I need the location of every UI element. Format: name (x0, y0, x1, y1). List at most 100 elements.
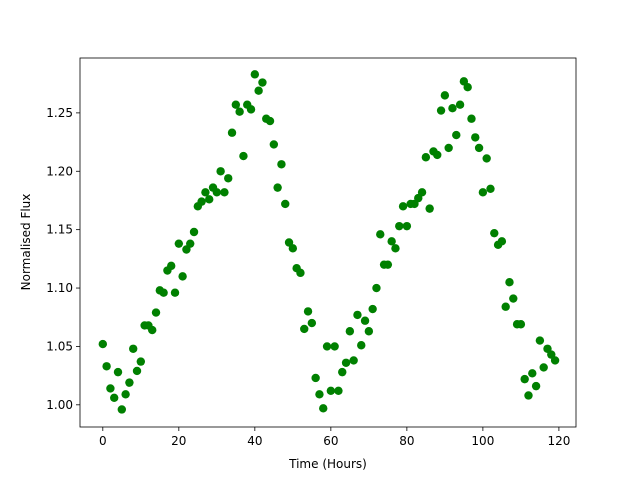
data-point (148, 325, 157, 335)
data-point (132, 366, 142, 376)
data-point (227, 128, 237, 137)
data-point (307, 318, 317, 328)
data-point (281, 199, 290, 209)
data-point (151, 308, 161, 317)
data-point (224, 174, 233, 183)
data-point (357, 341, 366, 350)
y-tick-label: 1.25 (46, 106, 73, 120)
data-point (201, 188, 210, 197)
y-tick-label: 1.20 (46, 164, 73, 178)
data-point (303, 307, 313, 316)
data-point (338, 367, 347, 377)
data-point (322, 342, 332, 351)
y-tick-label: 1.10 (46, 281, 73, 295)
data-point (334, 386, 343, 396)
data-point (265, 116, 275, 126)
data-point (300, 324, 309, 334)
data-point (311, 373, 320, 383)
data-point (535, 336, 545, 345)
data-point (402, 221, 412, 231)
data-point (528, 369, 537, 378)
data-point (113, 367, 123, 377)
data-point (440, 91, 450, 100)
data-point (106, 384, 115, 393)
data-point (98, 339, 108, 349)
x-tick-label: 40 (247, 434, 262, 448)
data-point (326, 386, 336, 396)
data-point (273, 183, 282, 192)
data-point (478, 188, 488, 197)
data-point (129, 344, 138, 353)
data-point (170, 288, 180, 297)
data-point (452, 130, 461, 140)
data-point (509, 294, 518, 303)
data-point (467, 114, 476, 123)
data-point (258, 78, 267, 87)
data-point (205, 195, 214, 204)
data-point (174, 239, 184, 248)
data-point (486, 184, 495, 193)
data-point (102, 362, 111, 371)
data-point (490, 228, 499, 238)
x-tick-label: 20 (171, 434, 186, 448)
x-axis-label: Time (Hours) (288, 457, 367, 471)
data-point (125, 378, 134, 387)
data-point (216, 167, 225, 176)
y-tick-label: 1.05 (46, 339, 73, 353)
data-point (425, 204, 434, 213)
data-point (474, 143, 484, 153)
data-point (189, 227, 199, 237)
data-point (444, 143, 453, 153)
x-tick-label: 60 (323, 434, 338, 448)
data-point (178, 272, 187, 281)
data-point (398, 202, 408, 211)
data-point (436, 106, 446, 115)
x-tick-label: 100 (471, 434, 494, 448)
data-point (254, 86, 263, 95)
data-point (277, 160, 286, 169)
data-point (368, 304, 377, 314)
data-point (353, 310, 362, 320)
data-point (433, 150, 442, 160)
data-point (505, 278, 514, 287)
data-point (497, 237, 507, 246)
data-point (516, 320, 526, 329)
data-point (239, 151, 248, 161)
data-point (250, 70, 260, 79)
data-point (448, 104, 457, 113)
x-tick-label: 80 (399, 434, 414, 448)
data-point (235, 107, 244, 116)
x-tick-label: 120 (547, 434, 570, 448)
data-point (520, 374, 529, 384)
data-point (455, 100, 465, 109)
data-point (330, 342, 339, 351)
data-point (121, 390, 130, 399)
data-point (471, 133, 480, 142)
data-point (395, 221, 404, 231)
data-point (212, 188, 222, 197)
data-point (463, 82, 472, 92)
data-point (539, 363, 548, 372)
data-point (387, 237, 396, 246)
axes-frame (79, 57, 577, 428)
data-point (391, 244, 400, 253)
data-point (531, 381, 541, 391)
data-point (349, 356, 358, 365)
data-point (246, 105, 256, 114)
data-point (167, 261, 176, 271)
data-point (319, 404, 328, 413)
data-point (501, 302, 510, 311)
data-point (117, 405, 127, 414)
data-point (421, 153, 431, 162)
data-point (341, 358, 351, 367)
data-point (288, 244, 298, 253)
y-tick-label: 1.00 (46, 398, 73, 412)
data-point (220, 188, 229, 197)
y-axis-label: Normalised Flux (19, 194, 33, 291)
data-point (269, 140, 279, 149)
data-point (550, 356, 560, 365)
data-point (376, 230, 385, 239)
